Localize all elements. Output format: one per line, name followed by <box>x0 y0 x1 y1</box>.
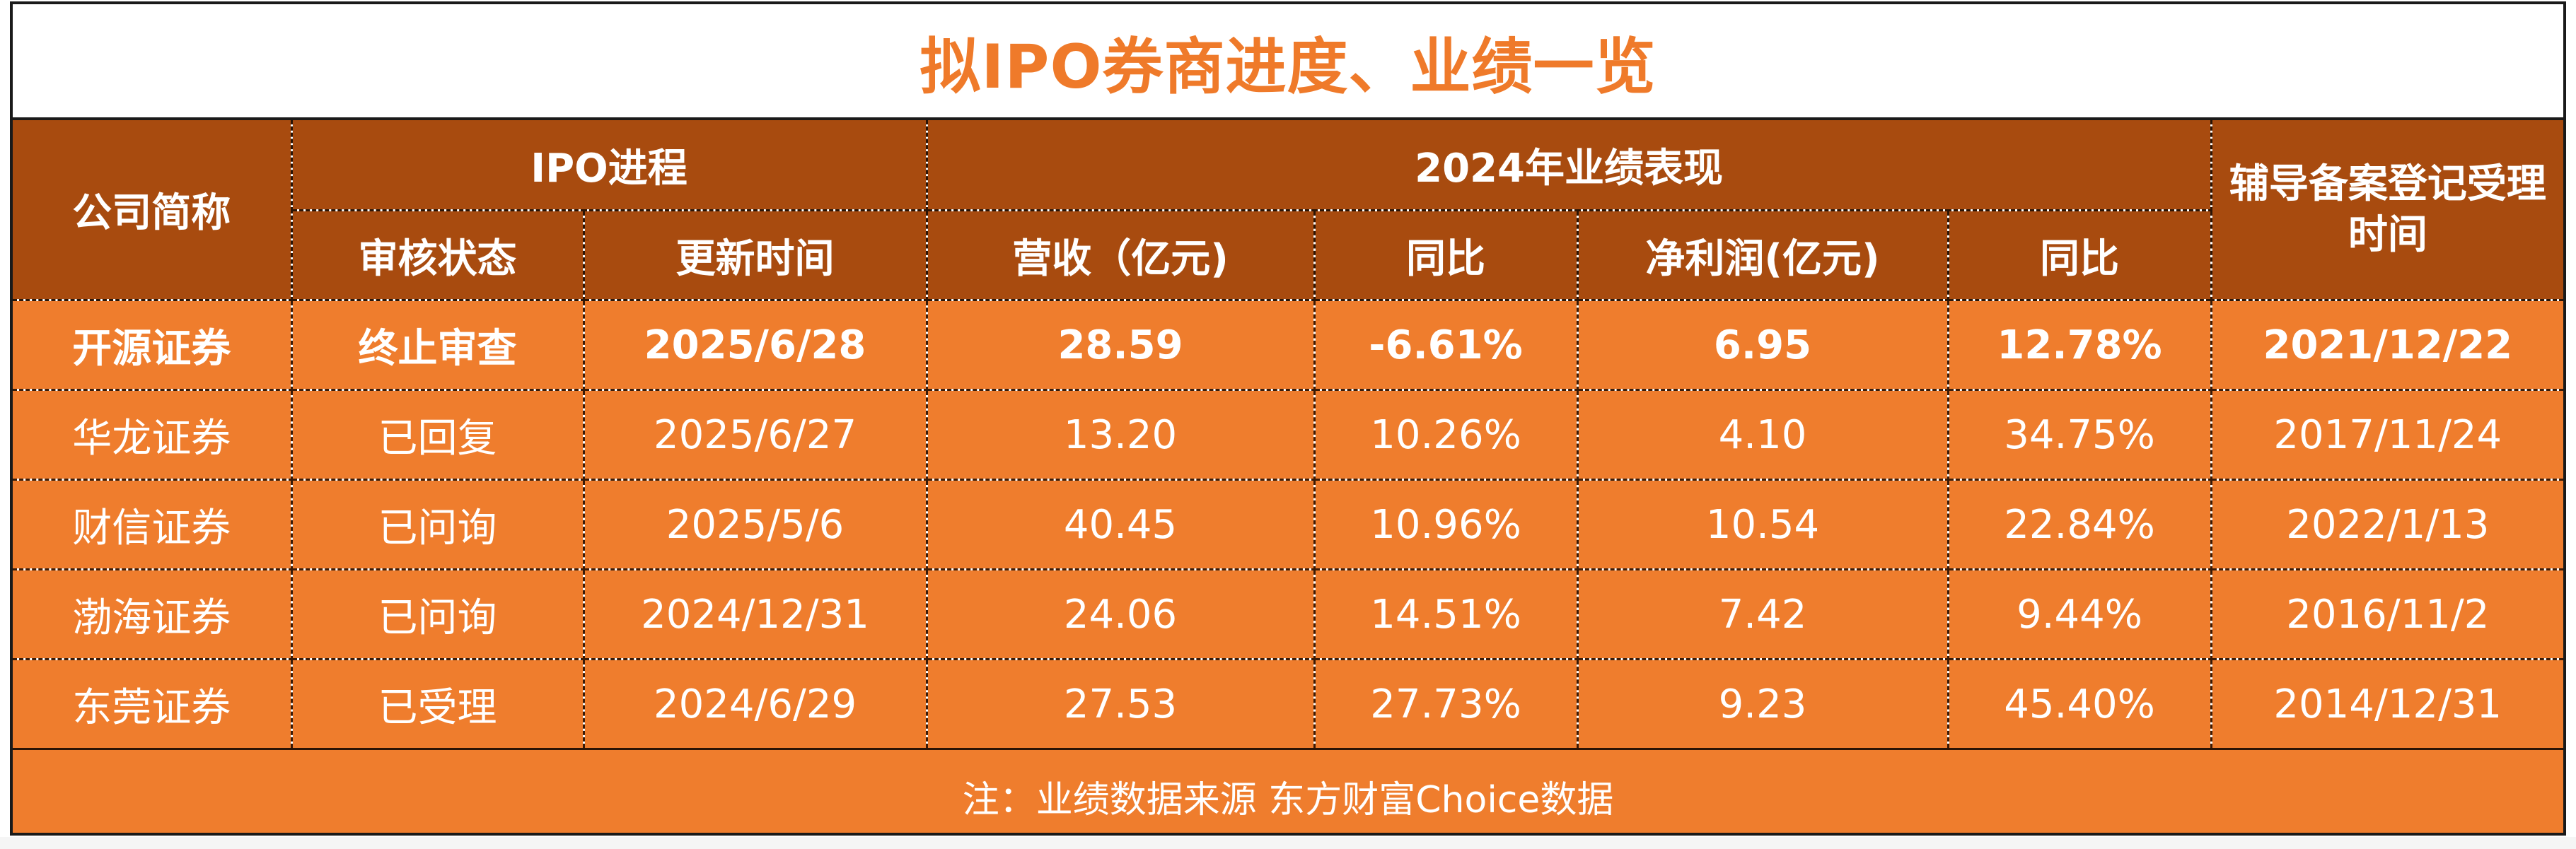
cell-status: 已受理 <box>290 658 585 750</box>
cell-company: 华龙证券 <box>13 389 293 481</box>
cell-status: 已问询 <box>290 479 585 570</box>
cell-status: 终止审查 <box>290 299 585 391</box>
header-group-ipo-progress: IPO进程 <box>290 120 928 211</box>
table-row: 开源证券 终止审查 2025/6/28 28.59 -6.61% 6.95 12… <box>13 299 2563 391</box>
cell-revenue: 24.06 <box>925 568 1316 660</box>
cell-update-time: 2024/12/31 <box>582 568 928 660</box>
cell-revenue-yoy: 14.51% <box>1313 568 1579 660</box>
cell-profit-yoy: 12.78% <box>1946 299 2212 391</box>
cell-company: 开源证券 <box>13 299 293 391</box>
header-revenue: 营收（亿元) <box>925 209 1316 301</box>
ipo-broker-table: 公司简称 IPO进程 2024年业绩表现 辅导备案登记受理时间 审核状态 更新时… <box>13 120 2563 833</box>
cell-filing-time: 2022/1/13 <box>2210 479 2563 570</box>
source-note: 注：业绩数据来源 东方财富Choice数据 <box>13 748 2563 833</box>
header-review-status: 审核状态 <box>291 209 585 301</box>
cell-net-profit: 6.95 <box>1576 299 1949 391</box>
header-group-2024-performance: 2024年业绩表现 <box>925 120 2212 211</box>
header-net-profit: 净利润(亿元) <box>1576 209 1949 301</box>
cell-update-time: 2025/6/28 <box>582 299 928 391</box>
table-row: 渤海证券 已问询 2024/12/31 24.06 14.51% 7.42 9.… <box>13 568 2563 660</box>
cell-filing-time: 2017/11/24 <box>2210 389 2563 481</box>
cell-revenue-yoy: 10.26% <box>1313 389 1579 481</box>
ipo-broker-table-sheet: 拟IPO券商进度、业绩一览 公司简称 IPO进程 2024年业绩表现 辅导备案登… <box>10 1 2566 836</box>
cell-update-time: 2025/6/27 <box>582 389 928 481</box>
table-title: 拟IPO券商进度、业绩一览 <box>919 31 1657 103</box>
cell-revenue: 13.20 <box>925 389 1316 481</box>
cell-revenue: 28.59 <box>925 299 1316 391</box>
cell-company: 东莞证券 <box>13 658 293 750</box>
table-title-band: 拟IPO券商进度、业绩一览 <box>13 4 2563 120</box>
cell-status: 已回复 <box>290 389 585 481</box>
cell-update-time: 2025/5/6 <box>582 479 928 570</box>
header-update-time: 更新时间 <box>582 209 928 301</box>
cell-profit-yoy: 9.44% <box>1946 568 2212 660</box>
sheet-bottom-strip <box>0 837 2576 849</box>
cell-filing-time: 2014/12/31 <box>2210 658 2563 750</box>
cell-profit-yoy: 45.40% <box>1946 658 2212 750</box>
cell-net-profit: 4.10 <box>1576 389 1949 481</box>
header-filing-time: 辅导备案登记受理时间 <box>2210 120 2563 301</box>
cell-status: 已问询 <box>290 568 585 660</box>
table-row: 华龙证券 已回复 2025/6/27 13.20 10.26% 4.10 34.… <box>13 389 2563 481</box>
cell-revenue-yoy: -6.61% <box>1313 299 1579 391</box>
cell-company: 渤海证券 <box>13 568 293 660</box>
cell-net-profit: 7.42 <box>1576 568 1949 660</box>
header-revenue-yoy: 同比 <box>1313 209 1579 301</box>
cell-profit-yoy: 22.84% <box>1946 479 2212 570</box>
cell-update-time: 2024/6/29 <box>582 658 928 750</box>
cell-revenue: 40.45 <box>925 479 1316 570</box>
cell-revenue-yoy: 27.73% <box>1313 658 1579 750</box>
cell-company: 财信证券 <box>13 479 293 570</box>
table-row: 财信证券 已问询 2025/5/6 40.45 10.96% 10.54 22.… <box>13 479 2563 570</box>
cell-filing-time: 2021/12/22 <box>2210 299 2563 391</box>
source-note-row: 注：业绩数据来源 东方财富Choice数据 <box>13 748 2563 833</box>
cell-revenue: 27.53 <box>925 658 1316 750</box>
header-company: 公司简称 <box>13 120 293 301</box>
table-row: 东莞证券 已受理 2024/6/29 27.53 27.73% 9.23 45.… <box>13 658 2563 750</box>
cell-filing-time: 2016/11/2 <box>2210 568 2563 660</box>
cell-net-profit: 10.54 <box>1576 479 1949 570</box>
cell-net-profit: 9.23 <box>1576 658 1949 750</box>
cell-revenue-yoy: 10.96% <box>1313 479 1579 570</box>
header-profit-yoy: 同比 <box>1946 209 2212 301</box>
cell-profit-yoy: 34.75% <box>1946 389 2212 481</box>
